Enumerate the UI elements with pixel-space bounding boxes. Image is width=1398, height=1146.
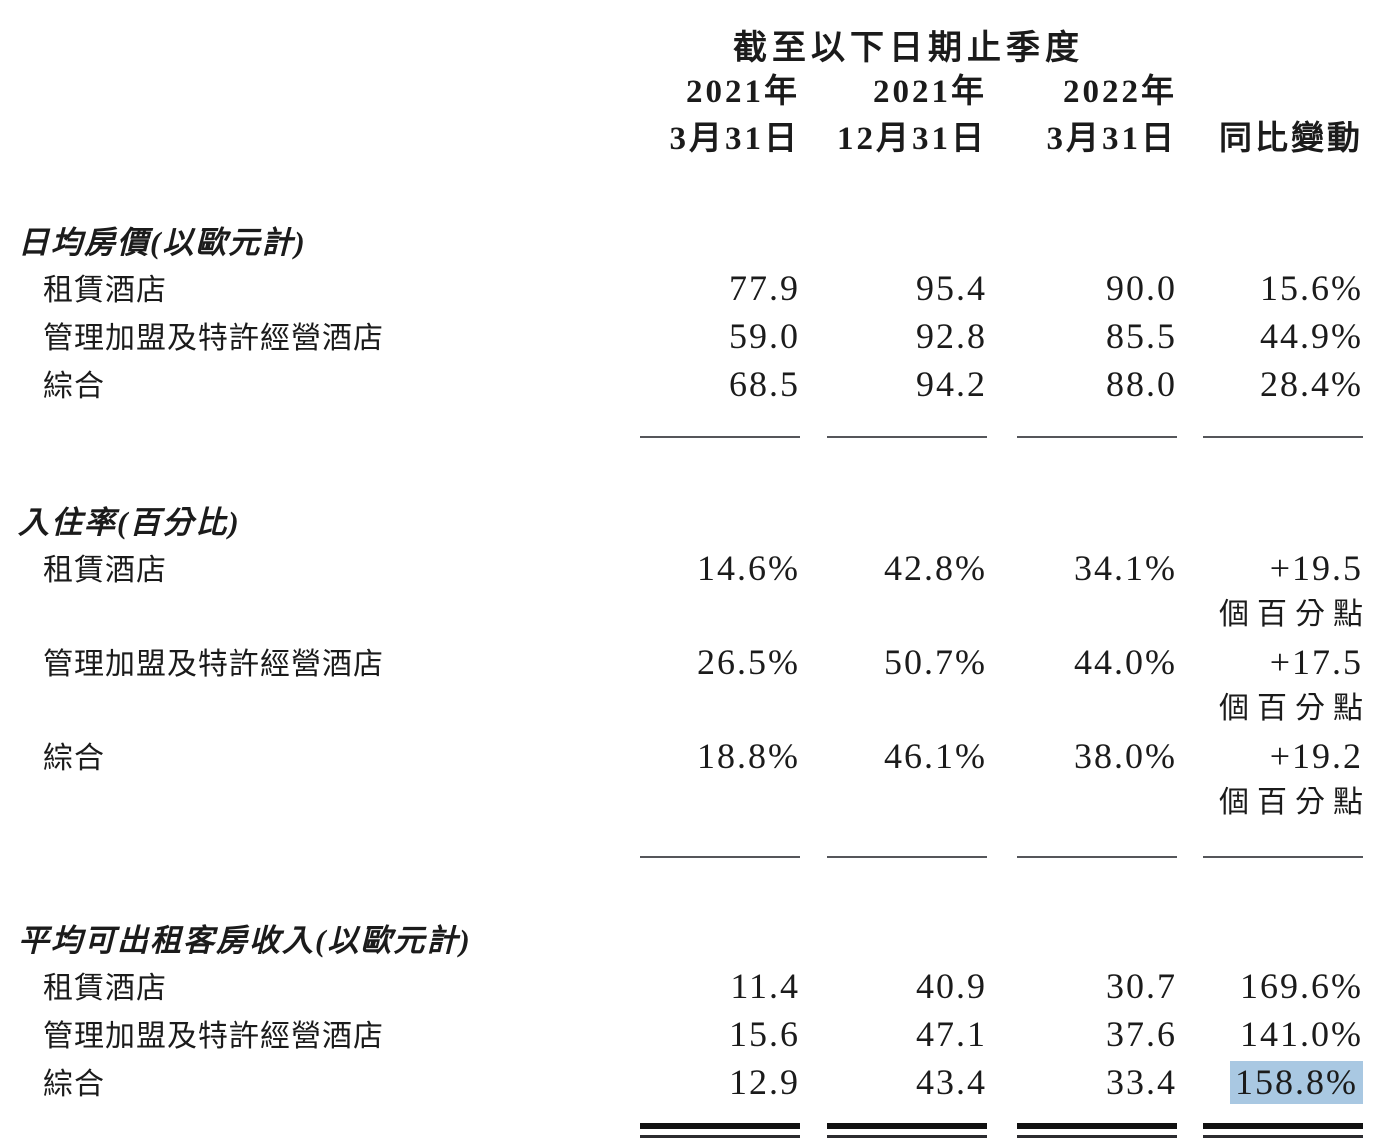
double-rule (640, 1123, 800, 1138)
section-rule (18, 412, 1363, 446)
col-header-date-2: 12月31日 (837, 121, 987, 157)
section-rule (18, 1112, 1363, 1146)
value-yoy: 44.9% (1260, 316, 1363, 356)
yoy-unit: 個百分點 (1219, 786, 1371, 819)
table-row: 租賃酒店 14.6% 42.8% 34.1% +19.5 (18, 544, 1363, 592)
double-rule (1203, 1123, 1363, 1138)
value-q4-2021: 46.1% (884, 736, 987, 776)
value-q4-2021: 47.1 (916, 1014, 987, 1054)
table-row: 管理加盟及特許經營酒店 59.0 92.8 85.5 44.9% (18, 312, 1363, 360)
row-label: 綜合 (43, 370, 105, 403)
table-row: 管理加盟及特許經營酒店 15.6 47.1 37.6 141.0% (18, 1010, 1363, 1058)
row-label: 租賃酒店 (43, 554, 167, 587)
value-q1-2022: 38.0% (1074, 736, 1177, 776)
value-q1-2022: 30.7 (1106, 966, 1177, 1006)
value-q1-2021: 26.5% (697, 642, 800, 682)
value-q4-2021: 42.8% (884, 548, 987, 588)
row-label: 綜合 (43, 742, 105, 775)
table-row: 管理加盟及特許經營酒店 26.5% 50.7% 44.0% +17.5 (18, 638, 1363, 686)
period-header: 截至以下日期止季度 (733, 29, 1084, 67)
value-yoy: +19.5 (1269, 548, 1363, 588)
value-q1-2021: 18.8% (697, 736, 800, 776)
row-label: 租賃酒店 (43, 972, 167, 1005)
table-row: 綜合 18.8% 46.1% 38.0% +19.2 (18, 732, 1363, 780)
value-q4-2021: 43.4 (916, 1062, 987, 1102)
value-q1-2022: 34.1% (1074, 548, 1177, 588)
value-yoy: 15.6% (1260, 268, 1363, 308)
value-q1-2021: 68.5 (729, 364, 800, 404)
yoy-unit-row: 個百分點 (18, 592, 1363, 638)
table-row: 綜合 68.5 94.2 88.0 28.4% (18, 360, 1363, 408)
value-q1-2022: 33.4 (1106, 1062, 1177, 1102)
col-header-year-1: 2021年 (686, 74, 800, 110)
table-header: 截至以下日期止季度 (18, 26, 1363, 70)
col-header-date-3: 3月31日 (1046, 121, 1177, 157)
double-rule (827, 1123, 987, 1138)
value-yoy: 141.0% (1240, 1014, 1363, 1054)
value-q4-2021: 40.9 (916, 966, 987, 1006)
row-label: 管理加盟及特許經營酒店 (43, 1020, 384, 1053)
double-rule (1017, 1123, 1177, 1138)
row-label: 管理加盟及特許經營酒店 (43, 648, 384, 681)
value-q1-2021: 59.0 (729, 316, 800, 356)
yoy-unit: 個百分點 (1219, 598, 1371, 631)
value-q1-2021: 11.4 (730, 966, 800, 1006)
row-label: 綜合 (43, 1068, 105, 1101)
section-rule (18, 832, 1363, 866)
value-q1-2022: 85.5 (1106, 316, 1177, 356)
value-q1-2021: 15.6 (729, 1014, 800, 1054)
value-yoy: +19.2 (1269, 736, 1363, 776)
single-rule (640, 436, 800, 438)
single-rule (1203, 436, 1363, 438)
single-rule (1203, 856, 1363, 858)
table-row: 綜合 12.9 43.4 33.4 158.8% (18, 1058, 1363, 1106)
value-q1-2021: 12.9 (729, 1062, 800, 1102)
col-header-year-2: 2021年 (873, 74, 987, 110)
row-label: 管理加盟及特許經營酒店 (43, 322, 384, 355)
single-rule (827, 856, 987, 858)
table-row: 租賃酒店 11.4 40.9 30.7 169.6% (18, 962, 1363, 1010)
single-rule (1017, 856, 1177, 858)
section-title-occupancy: 入住率(百分比) (18, 505, 241, 540)
yoy-unit-row: 個百分點 (18, 686, 1363, 732)
value-yoy: +17.5 (1269, 642, 1363, 682)
column-date-row: 3月31日 12月31日 3月31日 同比變動 (18, 114, 1363, 164)
value-q1-2021: 77.9 (729, 268, 800, 308)
value-q1-2021: 14.6% (697, 548, 800, 588)
col-header-date-1: 3月31日 (669, 121, 800, 157)
value-q1-2022: 37.6 (1106, 1014, 1177, 1054)
single-rule (827, 436, 987, 438)
value-q1-2022: 88.0 (1106, 364, 1177, 404)
highlighted-value-yoy: 158.8% (1230, 1061, 1363, 1104)
value-q4-2021: 92.8 (916, 316, 987, 356)
value-yoy: 28.4% (1260, 364, 1363, 404)
value-q4-2021: 50.7% (884, 642, 987, 682)
column-year-row: 2021年 2021年 2022年 (18, 70, 1363, 114)
section-title-adr: 日均房價(以歐元計) (18, 225, 307, 260)
value-q4-2021: 94.2 (916, 364, 987, 404)
row-label: 租賃酒店 (43, 274, 167, 307)
single-rule (1017, 436, 1177, 438)
section-title-revpar: 平均可出租客房收入(以歐元計) (18, 923, 472, 958)
yoy-unit-row: 個百分點 (18, 780, 1363, 826)
yoy-unit: 個百分點 (1219, 692, 1371, 725)
value-yoy: 169.6% (1240, 966, 1363, 1006)
single-rule (640, 856, 800, 858)
value-q1-2022: 44.0% (1074, 642, 1177, 682)
col-header-yoy: 同比變動 (1219, 121, 1363, 157)
table-row: 租賃酒店 77.9 95.4 90.0 15.6% (18, 264, 1363, 312)
col-header-year-3: 2022年 (1063, 74, 1177, 110)
financial-table: 截至以下日期止季度 2021年 2021年 2022年 3月31日 12月31日 3月3… (18, 26, 1363, 1146)
value-q4-2021: 95.4 (916, 268, 987, 308)
value-q1-2022: 90.0 (1106, 268, 1177, 308)
